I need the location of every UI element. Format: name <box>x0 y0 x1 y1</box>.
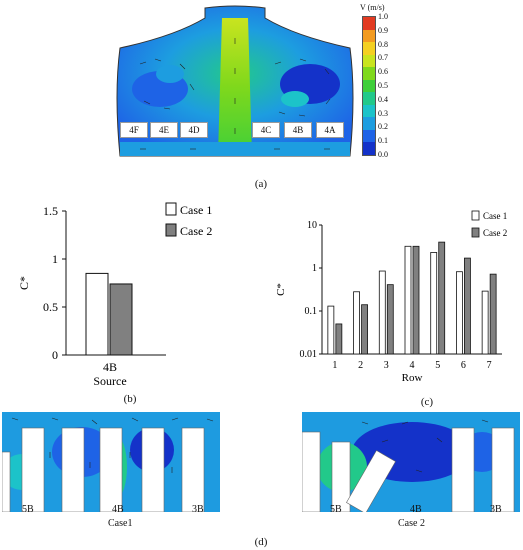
y-tick-label: 1 <box>52 252 58 266</box>
x-axis-label: Source <box>93 374 126 388</box>
colorbar-tick-label: 1.0 <box>378 12 388 21</box>
y-tick-label: 0.01 <box>300 349 318 360</box>
bar-row6-case-1 <box>456 271 463 355</box>
x-tick-label: 7 <box>487 360 492 371</box>
x-tick-label: 3 <box>384 360 389 371</box>
colorbar-segment <box>363 129 375 143</box>
bar-row5-case-2 <box>438 241 446 355</box>
y-tick-label: 10 <box>307 220 317 231</box>
bar-row1-case-2 <box>335 323 343 355</box>
cfd-case2 <box>302 412 520 512</box>
bar-row3-case-2 <box>386 284 394 355</box>
x-tick-label: 2 <box>358 360 363 371</box>
label-3B-right: 3B <box>490 504 502 515</box>
x-tick-label: 6 <box>461 360 466 371</box>
bar-row1-case-1 <box>327 305 335 355</box>
colorbar-segment <box>363 142 375 155</box>
colorbar-tick-label: 0.6 <box>378 67 388 77</box>
slot-4A: 4A <box>316 122 344 138</box>
chart-c: 10 1 0.1 0.01 C* 1 2 3 4 5 6 7 Row Case 1 Case 2 <box>275 210 507 384</box>
y-tick-label: 0.1 <box>305 306 318 317</box>
slot-4B: 4B <box>284 122 312 138</box>
cfd-case1 <box>2 412 220 512</box>
y-axis-label: C* <box>17 276 31 290</box>
bar-case-1 <box>85 272 109 356</box>
colorbar-tick-label: 0.9 <box>378 25 388 35</box>
legend-swatch <box>165 202 177 216</box>
bar-row2-case-1 <box>353 291 360 355</box>
colorbar-tick-label: 0.3 <box>378 108 388 118</box>
colorbar-segment <box>363 29 375 43</box>
colorbar-segment <box>363 104 375 118</box>
colorbar-tick-label: 0.7 <box>378 53 388 63</box>
bar-row4-case-1 <box>404 245 412 355</box>
colorbar-title: V (m/s) <box>360 3 385 12</box>
colorbar-tick-label: 0.8 <box>378 39 388 49</box>
y-tick-label: 0.5 <box>43 300 58 314</box>
x-tick-label: 1 <box>332 360 337 371</box>
colorbar-segment <box>363 92 375 105</box>
legend-swatch <box>471 227 480 238</box>
legend-label: Case 1 <box>483 211 507 221</box>
panel-d: 5B 4B 3B Case1 5B 4B 3B Case 2 (d) <box>0 412 523 550</box>
y-tick-label: 1 <box>312 263 317 274</box>
bar-row7-case-2 <box>489 273 497 355</box>
panel-a-label: (a) <box>254 178 268 190</box>
slot-4E: 4E <box>150 122 178 138</box>
legend-label: Case 2 <box>483 228 507 238</box>
colorbar-tick-label: 0.2 <box>378 122 388 132</box>
bar-row4-case-2 <box>412 245 420 355</box>
colorbar-segment <box>363 54 375 68</box>
panel-b-label: (b) <box>123 393 137 405</box>
colorbar-tick-label: 0.5 <box>378 81 388 90</box>
bar-row2-case-2 <box>361 304 368 355</box>
cfd-velocity-field <box>116 5 354 157</box>
y-tick-label: 1.5 <box>43 204 58 218</box>
x-tick-label: 4B <box>103 360 117 374</box>
colorbar <box>362 16 376 156</box>
colorbar-ticks: 1.0 0.9 0.8 0.7 0.6 0.5 0.4 0.3 0.2 0.1 0.0 <box>378 12 400 159</box>
panel-a: 4F 4E 4D 4C 4B 4A V (m/s) 1.0 0.9 0.8 0.7 0.… <box>0 0 523 195</box>
x-tick-label: 4 <box>410 360 415 371</box>
panel-c-label: (c) <box>420 396 434 408</box>
colorbar-segment <box>363 117 375 130</box>
bar-row6-case-2 <box>464 257 471 355</box>
case2-label: Case 2 <box>398 518 425 529</box>
legend-label: Case 2 <box>180 224 212 238</box>
panel-d-label: (d) <box>254 536 268 548</box>
legend-label: Case 1 <box>180 203 212 217</box>
label-5B-right: 5B <box>330 504 342 515</box>
y-axis-label: C* <box>275 283 287 296</box>
colorbar-segment <box>363 67 375 80</box>
bar-row5-case-1 <box>430 252 438 355</box>
label-5B-left: 5B <box>22 504 34 515</box>
colorbar-segment <box>363 42 375 55</box>
bar-row3-case-1 <box>378 270 386 355</box>
colorbar-tick-label: 0.1 <box>378 136 388 146</box>
colorbar-segment <box>363 17 375 30</box>
x-axis-label: Row <box>402 372 423 384</box>
slot-4C: 4C <box>252 122 280 138</box>
slot-4D: 4D <box>180 122 208 138</box>
bar-case-2 <box>109 283 133 356</box>
label-4B-right: 4B <box>410 504 422 515</box>
x-tick-label: 5 <box>435 360 440 371</box>
legend-swatch <box>165 223 177 237</box>
label-3B-left: 3B <box>192 504 204 515</box>
panel-b: 1.5 1 0.5 0 C* 4B Source Case 1 Case 2 (b) <box>0 195 260 415</box>
colorbar-tick-label: 0.4 <box>378 94 388 104</box>
colorbar-tick-label: 0.0 <box>378 150 388 159</box>
slot-4F: 4F <box>120 122 148 138</box>
panel-c: 10 1 0.1 0.01 C* 1 2 3 4 5 6 7 Row Case 1 Case 2 (c) <box>262 195 523 415</box>
bar-row7-case-1 <box>481 290 489 355</box>
y-tick-label: 0 <box>52 348 58 362</box>
colorbar-segment <box>363 79 375 93</box>
label-4B-left: 4B <box>112 504 124 515</box>
case1-label: Case1 <box>108 518 133 529</box>
legend-swatch <box>471 210 480 221</box>
